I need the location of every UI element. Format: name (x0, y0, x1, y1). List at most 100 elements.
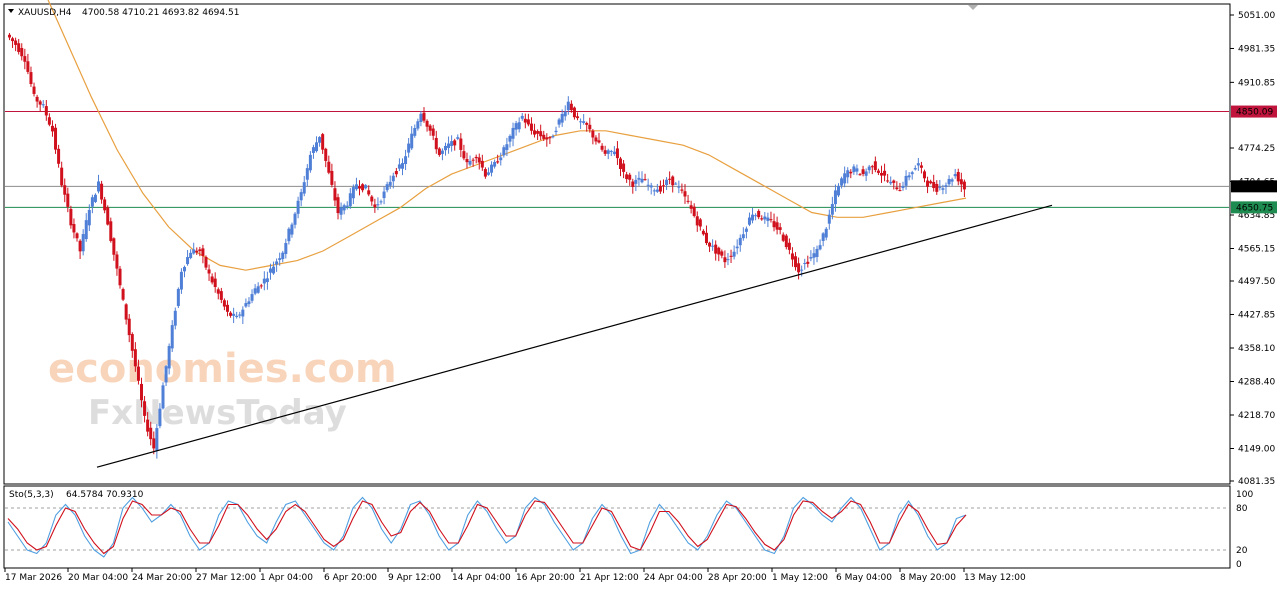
level-tag-label-current: 4694.51 (1236, 182, 1273, 192)
candle-body (241, 309, 245, 317)
candle-body (407, 143, 411, 153)
chart-shift-marker-icon[interactable] (968, 5, 978, 10)
watermark-economies: economies.com (48, 346, 397, 392)
candle-body (434, 137, 438, 150)
candle-body (520, 115, 524, 119)
candle-body (90, 197, 94, 207)
candle-body (652, 190, 656, 192)
candle-body (551, 136, 555, 138)
candle-body (919, 165, 923, 168)
candle-body (419, 113, 423, 122)
candle-body (818, 245, 822, 250)
candle-body (376, 204, 380, 206)
candle-body (846, 170, 850, 178)
candle-body (315, 142, 319, 152)
candle-body (615, 148, 619, 159)
candle-body (281, 252, 285, 260)
main-panel-frame (3, 3, 1231, 485)
candle-body (152, 438, 156, 449)
candle-body (585, 122, 589, 125)
candle-body (20, 47, 24, 57)
candle-body (499, 157, 503, 161)
candle-body (81, 234, 85, 252)
candle-body (812, 253, 816, 258)
candle-body (278, 258, 282, 260)
candle-body (800, 269, 804, 271)
candle-body (456, 137, 460, 139)
time-tick-label: 20 Mar 04:00 (68, 573, 128, 583)
price-tick-label: 4081.35 (1238, 477, 1275, 487)
candle-body (523, 118, 527, 123)
candle-body (97, 181, 101, 192)
candle-body (680, 189, 684, 191)
candle-body (502, 147, 506, 156)
candle-body (704, 232, 708, 244)
candle-body (284, 242, 288, 254)
candle-body (609, 150, 613, 152)
candle-body (222, 300, 226, 307)
candle-body (299, 192, 303, 201)
candle-body (72, 224, 76, 233)
candle-body (901, 186, 905, 188)
candle-body (843, 173, 847, 184)
candle-body (275, 261, 279, 265)
candle-body (486, 172, 490, 175)
candle-body (130, 334, 134, 351)
candle-body (591, 130, 595, 138)
candle-body (929, 181, 933, 184)
candle-body (809, 257, 813, 259)
candle-body (772, 221, 776, 228)
candle-body (536, 131, 540, 134)
candle-body (358, 186, 362, 189)
trendline (96, 204, 1053, 468)
candle-body (803, 262, 807, 264)
candle-body (569, 103, 573, 111)
level-tag-label-support: 4650.75 (1236, 203, 1273, 213)
candle-body (127, 318, 131, 336)
candle-body (806, 261, 810, 264)
candle-body (210, 276, 214, 283)
candle-body (26, 61, 30, 72)
candle-body (790, 253, 794, 260)
candle-body (106, 207, 110, 225)
candle-body (720, 251, 724, 256)
candle-body (760, 218, 764, 220)
candle-body (155, 428, 159, 452)
candle-body (170, 325, 174, 349)
symbol-dropdown-icon[interactable] (8, 9, 14, 13)
candle-body (692, 206, 696, 216)
candle-body (533, 130, 537, 135)
candle-body (545, 137, 549, 140)
price-tick-label: 4910.85 (1238, 78, 1275, 88)
candle-body (400, 163, 404, 169)
stochastic-level-label: 80 (1236, 504, 1248, 514)
candle-body (763, 216, 767, 220)
candle-body (431, 128, 435, 136)
candle-body (496, 161, 500, 163)
candle-body (333, 188, 337, 201)
candle-body (373, 204, 377, 208)
level-tag-label-resistance: 4850.09 (1236, 108, 1273, 118)
candle-body (474, 156, 478, 159)
candle-body (296, 200, 300, 214)
ohlc-values: 4700.58 4710.21 4693.82 4694.51 (82, 8, 239, 18)
candle-body (272, 266, 276, 274)
candle-body (508, 135, 512, 142)
candle-body (290, 224, 294, 235)
candle-body (54, 127, 58, 150)
candle-body (50, 125, 54, 132)
candle-body (582, 121, 586, 123)
candle-body (594, 137, 598, 142)
candle-body (926, 180, 930, 187)
candle-body (428, 125, 432, 131)
candle-body (689, 205, 693, 209)
candle-body (47, 117, 51, 125)
candle-body (164, 366, 168, 383)
candle-body (557, 119, 561, 125)
candle-body (468, 161, 472, 165)
candle-body (830, 204, 834, 215)
candle-body (815, 248, 819, 257)
candle-body (87, 210, 91, 226)
candle-body (603, 150, 607, 154)
